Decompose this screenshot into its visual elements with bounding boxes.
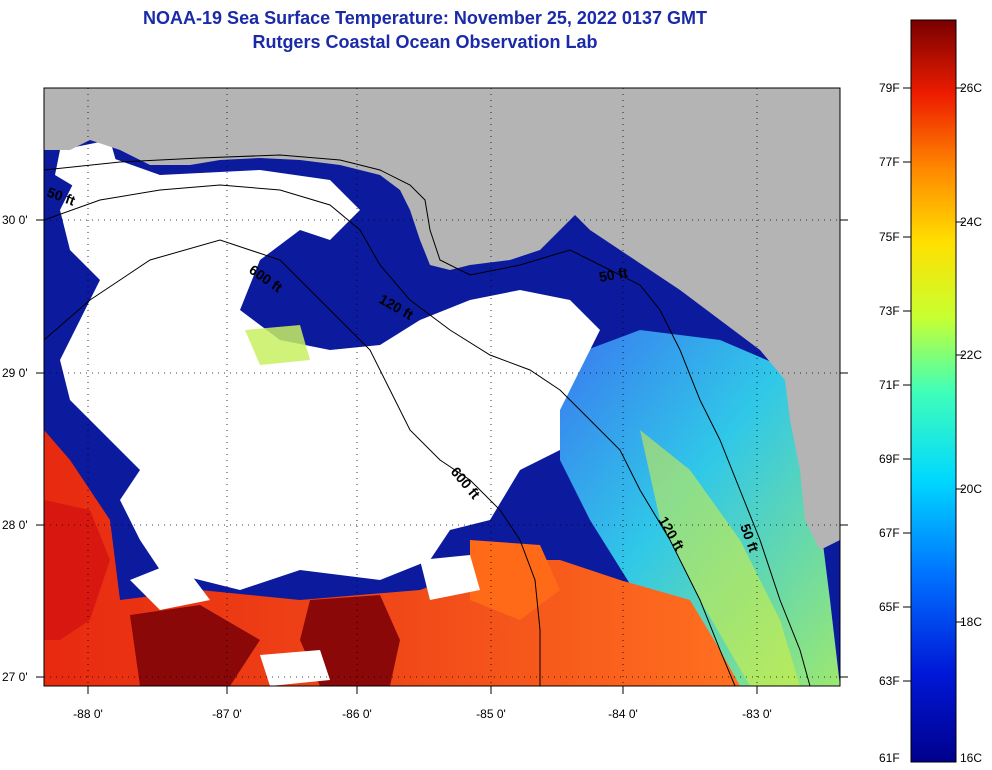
cold-pocket bbox=[318, 245, 340, 275]
colorbar-c-label: 18C bbox=[960, 615, 982, 629]
lat-label: 28 0' bbox=[2, 518, 28, 532]
grid-lines bbox=[44, 88, 840, 686]
map-subtitle: Rutgers Coastal Ocean Observation Lab bbox=[252, 32, 598, 52]
colorbar bbox=[910, 19, 957, 763]
east-warm-band bbox=[640, 430, 800, 686]
colorbar-f-label: 71F bbox=[879, 378, 900, 392]
colorbar-c-label: 16C bbox=[960, 751, 982, 765]
colorbar-f-label: 65F bbox=[879, 600, 900, 614]
lat-label: 27 0' bbox=[2, 670, 28, 684]
green-patch bbox=[245, 325, 310, 365]
lon-label: -87 0' bbox=[212, 707, 242, 721]
map-area bbox=[44, 88, 840, 686]
colorbar-c-label: 22C bbox=[960, 348, 982, 362]
colorbar-c-label: 20C bbox=[960, 482, 982, 496]
west-warm-water bbox=[44, 500, 110, 640]
colorbar-f-label: 67F bbox=[879, 526, 900, 540]
contour-600ft bbox=[44, 239, 541, 686]
hot-water-patch-2 bbox=[300, 595, 400, 686]
cloud-patch-s2 bbox=[260, 650, 330, 686]
lon-label: -85 0' bbox=[476, 707, 506, 721]
lon-label: -84 0' bbox=[608, 707, 638, 721]
cloud-mask bbox=[60, 150, 600, 590]
lon-label: -88 0' bbox=[73, 707, 103, 721]
hot-water-patch-1 bbox=[130, 605, 260, 686]
cloud-patch-s1 bbox=[130, 560, 210, 610]
land-mass bbox=[44, 88, 840, 550]
colorbar-ticks bbox=[903, 87, 964, 682]
colorbar-f-label: 77F bbox=[879, 155, 900, 169]
lat-label: 30 0' bbox=[2, 213, 28, 227]
colorbar-c-label: 24C bbox=[960, 215, 982, 229]
colorbar-c-label: 26C bbox=[960, 81, 982, 95]
lon-label: -86 0' bbox=[342, 707, 372, 721]
contour-120ft bbox=[44, 184, 736, 686]
lon-label: -83 0' bbox=[742, 707, 772, 721]
cloud-patch-s3 bbox=[420, 555, 480, 600]
lat-label: 29 0' bbox=[2, 366, 28, 380]
axis-ticks bbox=[36, 219, 848, 694]
colorbar-f-label: 79F bbox=[879, 81, 900, 95]
colorbar-f-label: 75F bbox=[879, 230, 900, 244]
depth-contour-label: 50 ft bbox=[598, 264, 629, 285]
colorbar-f-label: 73F bbox=[879, 304, 900, 318]
contour-50ft bbox=[44, 154, 811, 686]
map-title: NOAA-19 Sea Surface Temperature: Novembe… bbox=[143, 8, 707, 28]
colorbar-f-label: 63F bbox=[879, 674, 900, 688]
colorbar-f-label: 61F bbox=[879, 751, 900, 765]
map-frame bbox=[43, 87, 841, 687]
colorbar-f-label: 69F bbox=[879, 452, 900, 466]
